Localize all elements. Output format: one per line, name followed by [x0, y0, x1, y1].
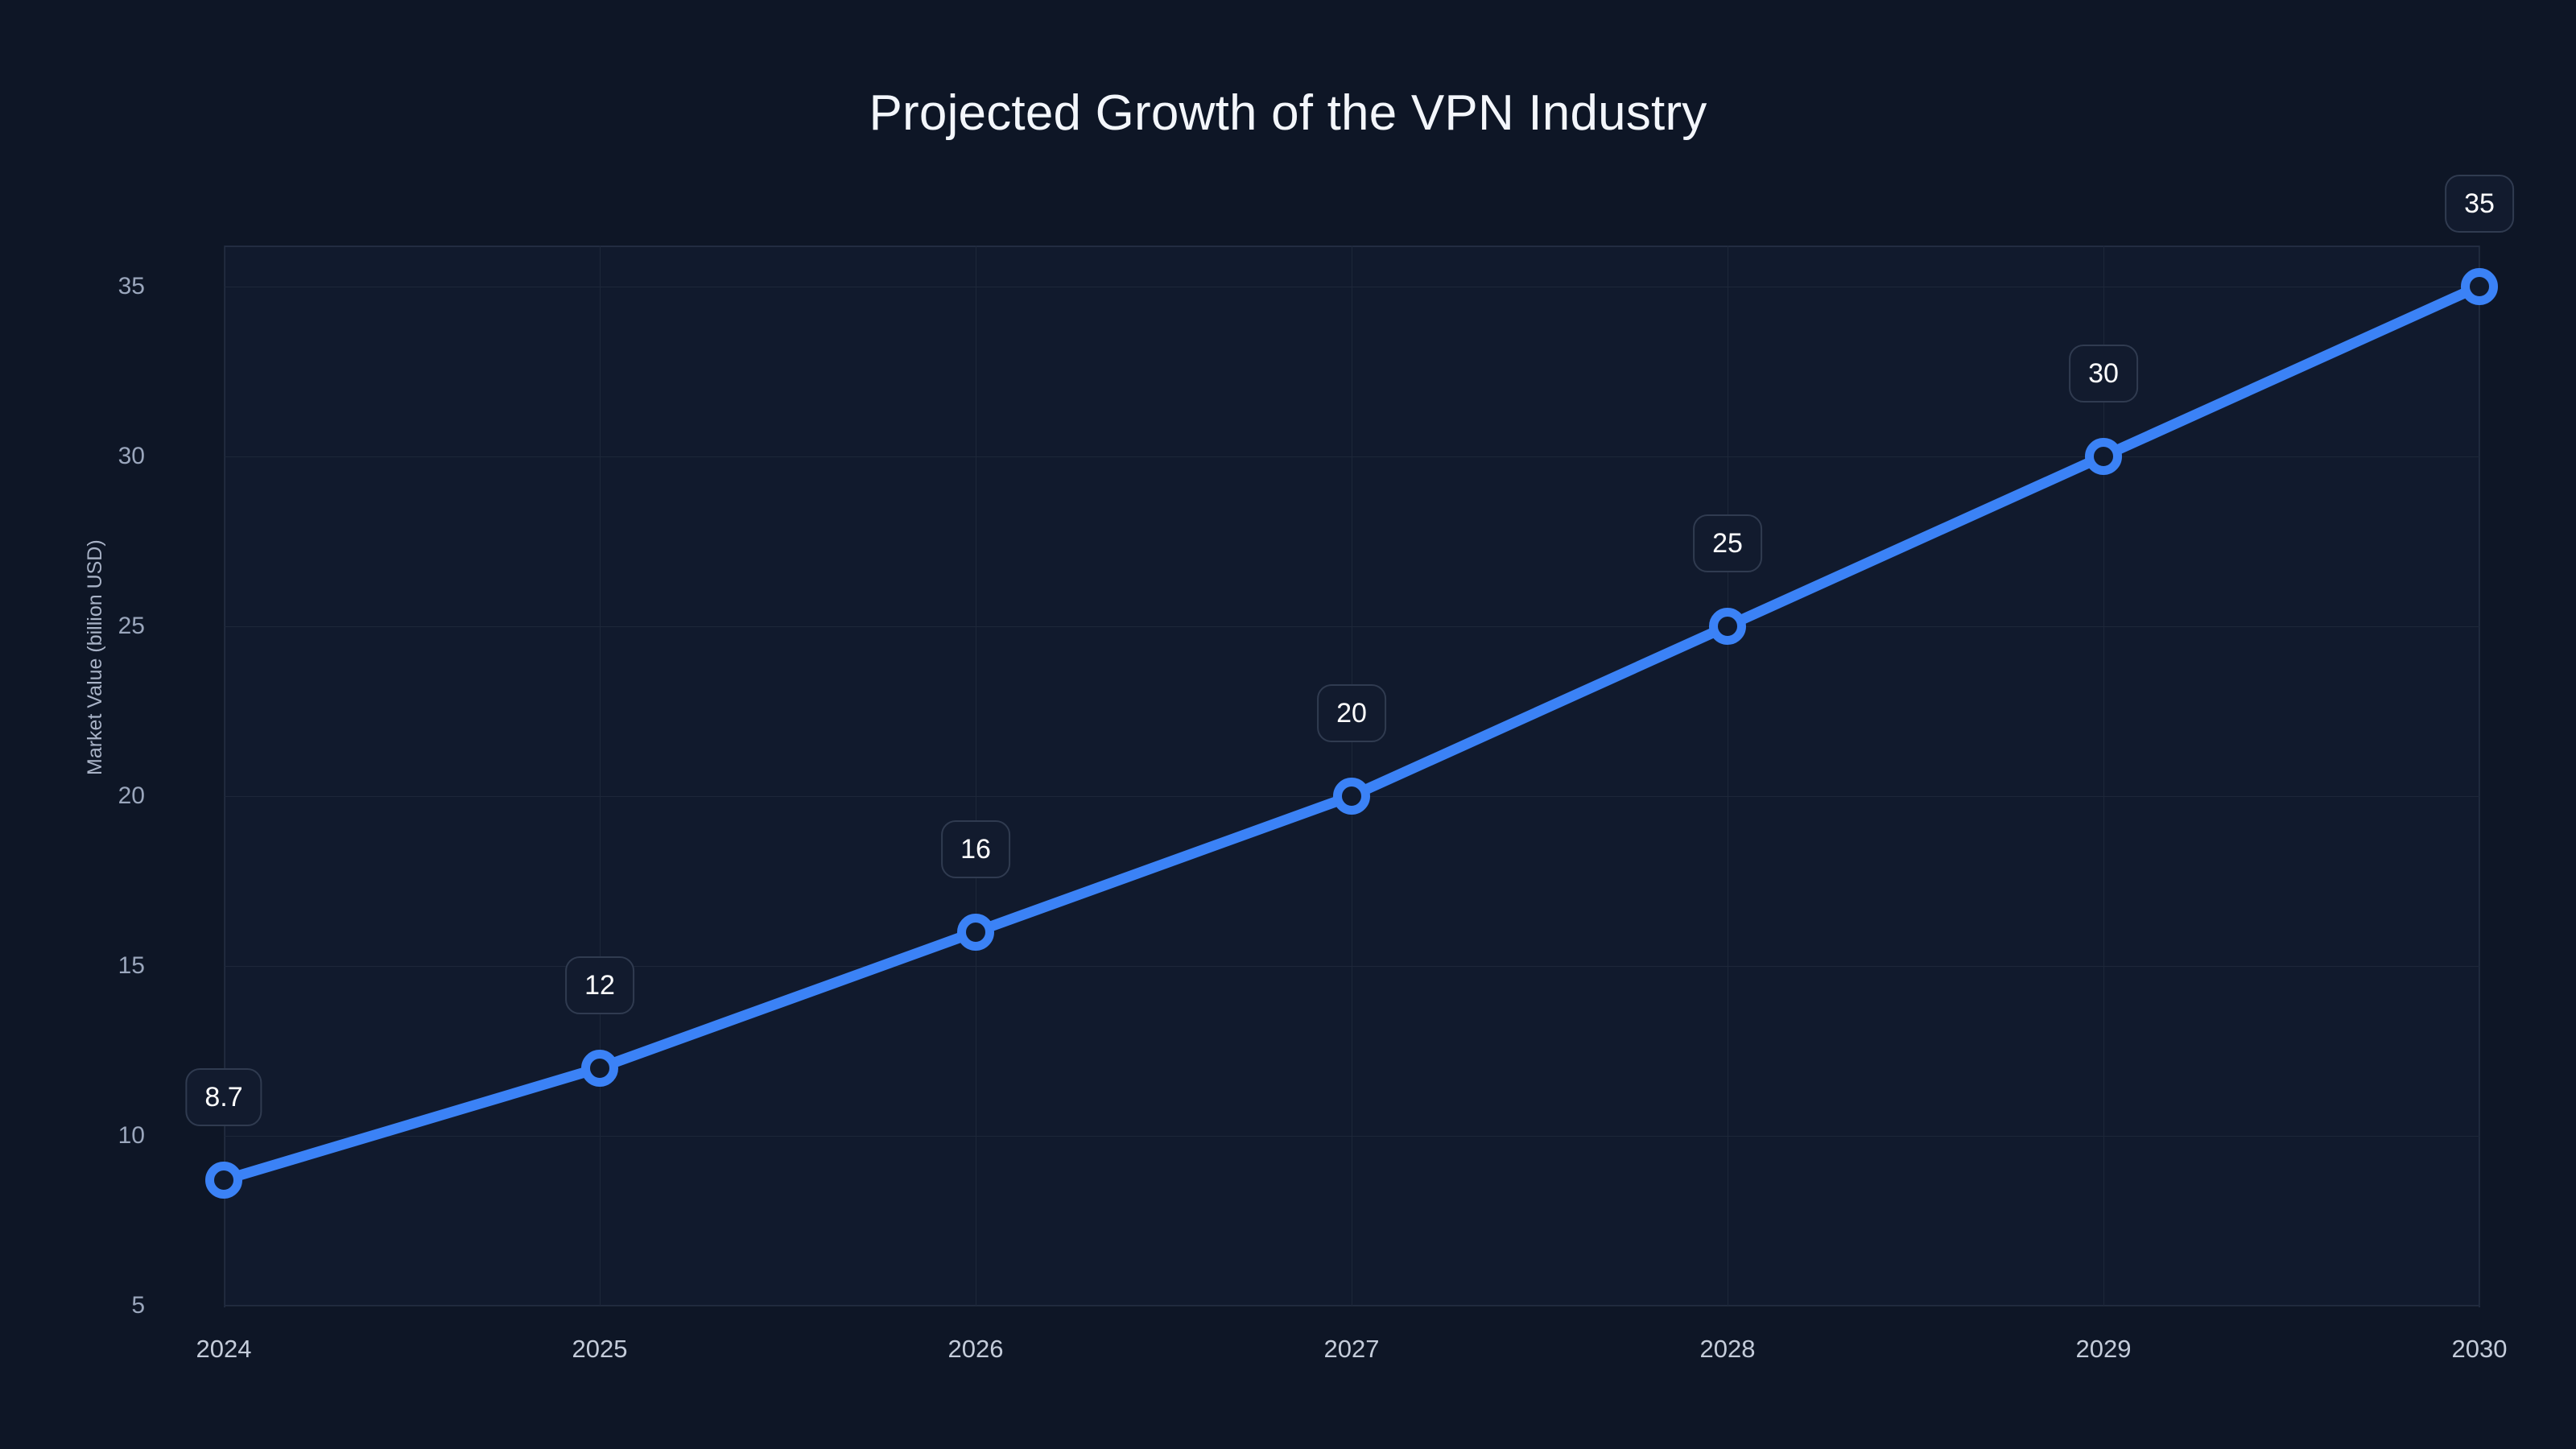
data-point-value-label: 20 [1317, 683, 1386, 742]
y-axis-tick-label: 35 [118, 272, 145, 299]
y-axis-tick-label: 30 [118, 442, 145, 469]
x-axis-tick-label: 2026 [947, 1335, 1004, 1363]
data-point-marker[interactable] [581, 1049, 618, 1087]
data-point-value-label: 25 [1693, 514, 1762, 572]
data-point-marker[interactable] [1709, 607, 1746, 645]
gridline-vertical [224, 246, 225, 1306]
data-point-marker[interactable] [2461, 267, 2498, 305]
x-axis-tick-label: 2028 [1699, 1335, 1756, 1363]
chart-title: Projected Growth of the VPN Industry [869, 85, 1707, 141]
x-axis-tick-label: 2024 [196, 1335, 252, 1363]
y-axis-tick-label: 15 [118, 952, 145, 979]
gridline-horizontal [224, 1306, 2479, 1307]
data-point-value-label: 35 [2445, 174, 2514, 233]
data-point-value-label: 30 [2069, 344, 2138, 402]
data-point-value-label: 12 [565, 956, 634, 1014]
data-point-marker[interactable] [205, 1161, 242, 1199]
data-point-marker[interactable] [1333, 777, 1370, 815]
data-point-value-label: 8.7 [185, 1067, 262, 1126]
y-axis-title: Market Value (billion USD) [84, 539, 106, 775]
data-point-marker[interactable] [957, 913, 994, 951]
x-axis-tick-label: 2030 [2451, 1335, 2508, 1363]
gridline-vertical [2479, 246, 2480, 1306]
gridline-vertical [600, 246, 601, 1306]
x-axis-tick-label: 2025 [572, 1335, 628, 1363]
y-axis-tick-label: 5 [131, 1292, 145, 1319]
x-axis-tick-label: 2027 [1323, 1335, 1380, 1363]
y-axis-tick-label: 25 [118, 612, 145, 639]
y-axis-tick-label: 10 [118, 1121, 145, 1149]
x-axis-tick-label: 2029 [2075, 1335, 2132, 1363]
gridline-vertical [2103, 246, 2104, 1306]
data-point-value-label: 16 [941, 819, 1010, 878]
y-axis-tick-label: 20 [118, 782, 145, 809]
data-point-marker[interactable] [2085, 437, 2122, 475]
